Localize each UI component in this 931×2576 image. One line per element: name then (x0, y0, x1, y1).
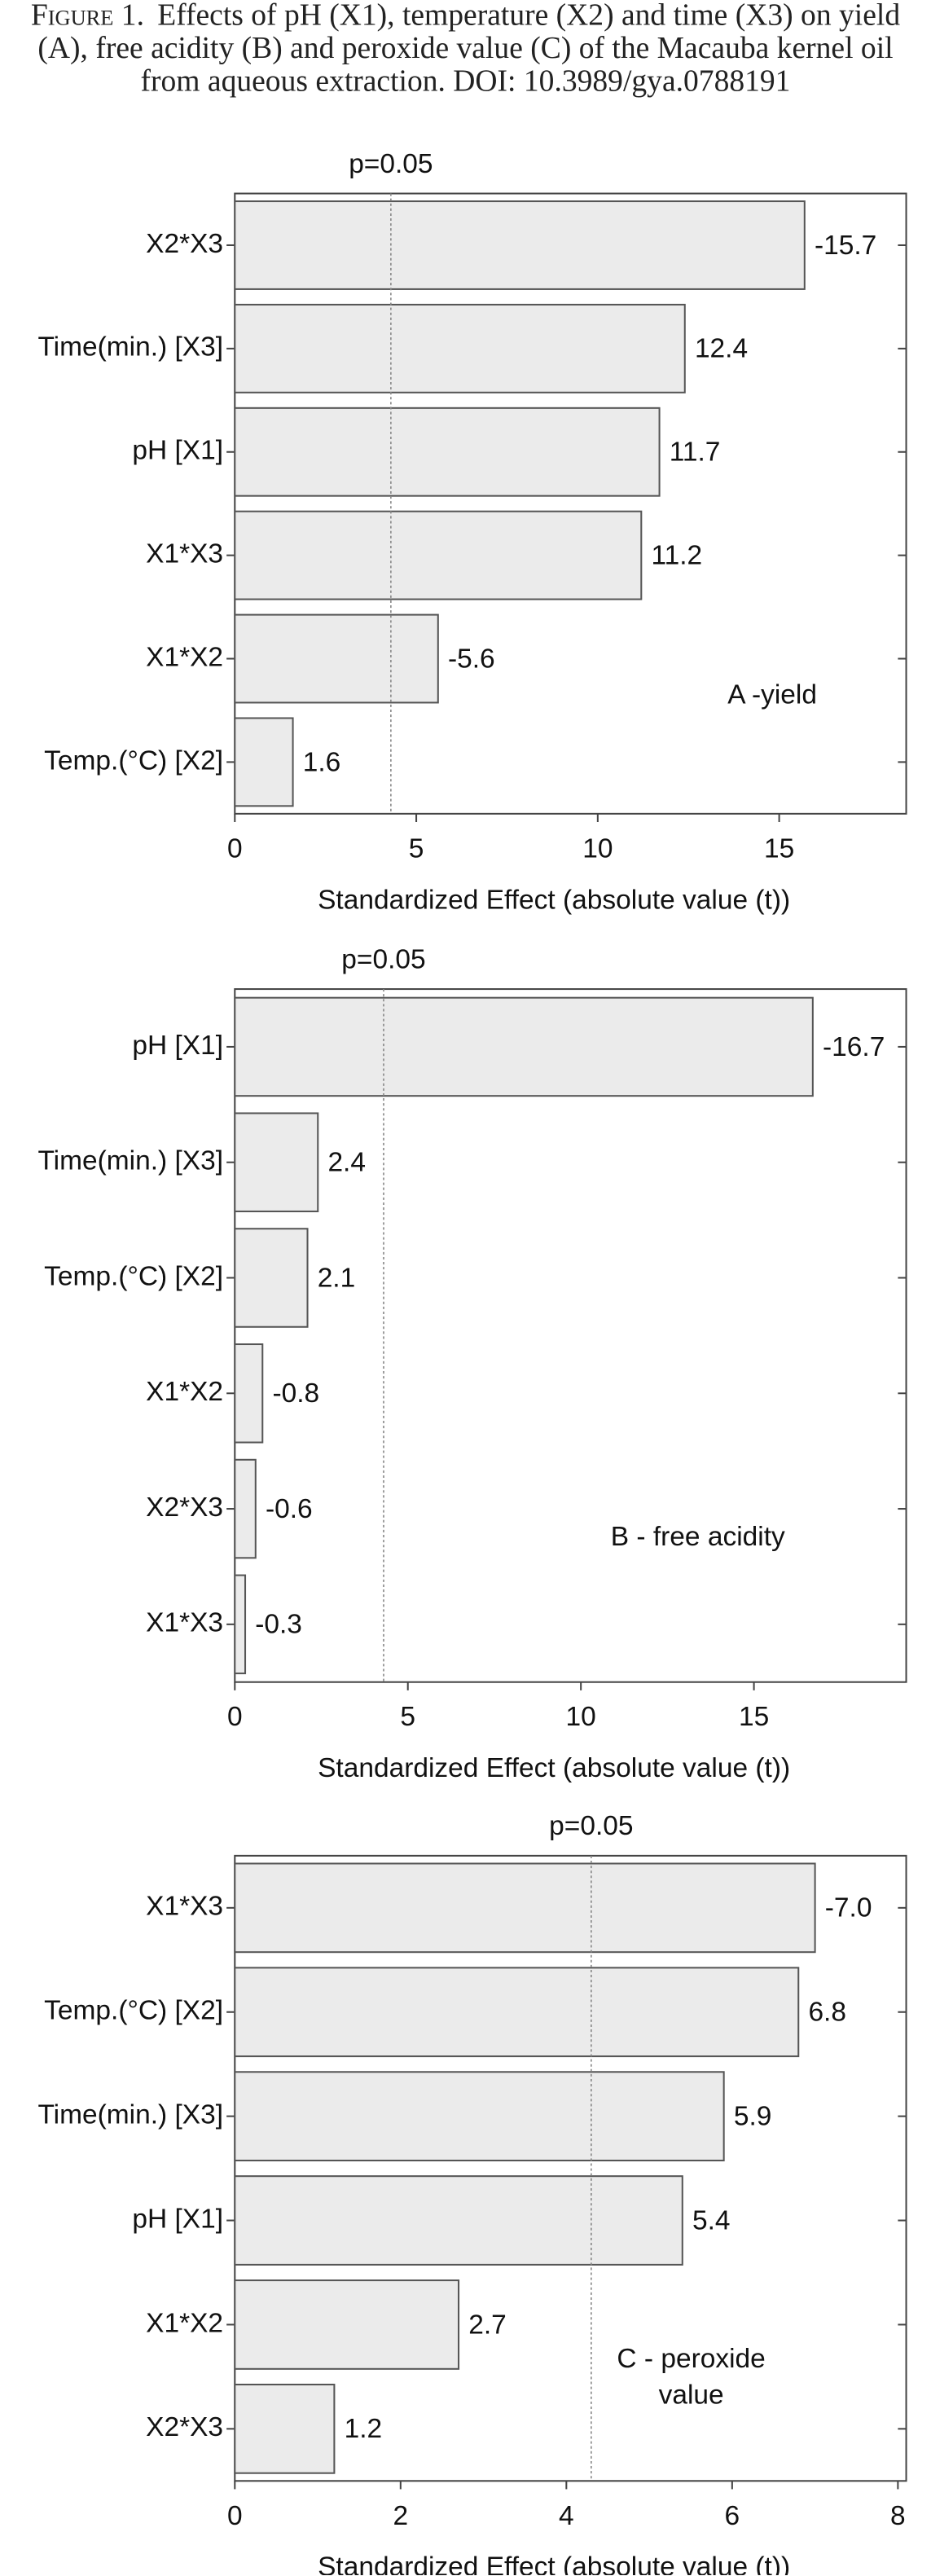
plot-frame (234, 192, 907, 815)
x-axis-label: Standardized Effect (absolute value (t)) (318, 1753, 790, 1783)
plot-frame (234, 988, 907, 1683)
bar (234, 2071, 725, 2162)
bar (234, 407, 661, 497)
bar (234, 1343, 264, 1444)
y-tick-label: pH [X1] (132, 436, 223, 466)
bar (234, 1228, 309, 1328)
annotation: C - peroxide (617, 2344, 765, 2374)
x-tick-label: 8 (890, 2501, 906, 2531)
value-label: 6.8 (808, 1998, 846, 2028)
plot-frame (234, 1854, 907, 2482)
value-label: 5.4 (692, 2205, 731, 2235)
value-label: 12.4 (695, 334, 748, 364)
y-tick-label: X1*X2 (146, 2308, 223, 2338)
x-tick-label: 10 (566, 1702, 596, 1732)
y-tick-label: Temp.(°C) [X2] (44, 745, 223, 776)
reference-label: p=0.05 (349, 149, 433, 179)
x-tick-label: 0 (227, 833, 243, 864)
y-tick-label: X2*X3 (146, 2412, 223, 2442)
x-tick-label: 15 (739, 1702, 769, 1732)
value-label: 2.7 (468, 2310, 507, 2340)
y-tick-label: X1*X2 (146, 642, 223, 672)
value-label: 5.9 (734, 2102, 772, 2132)
bar (234, 2383, 336, 2474)
y-tick-label: Time(min.) [X3] (37, 1146, 223, 1176)
bar (234, 2175, 683, 2266)
y-tick-label: Temp.(°C) [X2] (44, 1261, 223, 1291)
y-tick-label: X1*X3 (146, 538, 223, 569)
y-tick-label: X1*X3 (146, 1608, 223, 1638)
value-label: 1.6 (303, 747, 341, 777)
figure-label: Figure 1. (30, 0, 144, 33)
value-label: -16.7 (823, 1032, 885, 1062)
y-tick-label: Time(min.) [X3] (37, 332, 223, 363)
bar (234, 613, 439, 704)
y-tick-label: X1*X3 (146, 1892, 223, 1922)
bar (234, 1574, 247, 1675)
x-tick-label: 15 (764, 833, 794, 864)
bar (234, 303, 686, 393)
x-tick-label: 0 (227, 1702, 243, 1732)
y-tick-label: pH [X1] (132, 2204, 223, 2234)
value-label: 11.2 (651, 541, 702, 571)
y-tick-label: X2*X3 (146, 1492, 223, 1523)
bar (234, 1112, 319, 1212)
y-tick-label: pH [X1] (132, 1031, 223, 1061)
bar (234, 200, 806, 290)
y-tick-label: X1*X2 (146, 1377, 223, 1407)
value-label: 1.2 (345, 2414, 383, 2444)
value-label: 2.1 (318, 1263, 356, 1293)
x-tick-label: 2 (393, 2501, 408, 2531)
bar (234, 510, 643, 600)
reference-label: p=0.05 (549, 1811, 633, 1841)
value-label: -7.0 (825, 1893, 872, 1923)
value-label: -5.6 (448, 644, 495, 674)
x-tick-label: 10 (582, 833, 613, 864)
bar (234, 717, 294, 807)
reference-label: p=0.05 (341, 944, 425, 974)
caption-block: Figure 1. Effects of pH (X1), temperature… (10, 0, 921, 99)
value-label: -15.7 (815, 231, 876, 261)
annotation: value (659, 2380, 724, 2411)
value-label: -0.3 (255, 1610, 302, 1640)
x-axis-label: Standardized Effect (absolute value (t)) (318, 2552, 790, 2575)
y-tick-label: Time(min.) [X3] (37, 2099, 223, 2130)
bar (234, 1458, 257, 1559)
x-tick-label: 6 (725, 2501, 740, 2531)
bar (234, 2279, 460, 2370)
bar (234, 996, 814, 1097)
caption: Effects of pH (X1), temperature (X2) and… (37, 0, 901, 99)
value-label: 11.7 (670, 437, 721, 468)
annotation: B - free acidity (611, 1522, 785, 1552)
bar (234, 1967, 800, 2058)
y-tick-label: Temp.(°C) [X2] (44, 1996, 223, 2026)
value-label: -0.6 (266, 1494, 313, 1524)
annotation: A -yield (727, 680, 817, 710)
bar (234, 1862, 816, 1954)
y-tick-label: X2*X3 (146, 229, 223, 259)
x-tick-label: 0 (227, 2501, 243, 2531)
x-tick-label: 5 (409, 833, 424, 864)
x-tick-label: 4 (559, 2501, 574, 2531)
value-label: 2.4 (327, 1148, 366, 1178)
x-tick-label: 5 (400, 1702, 415, 1732)
x-axis-label: Standardized Effect (absolute value (t)) (318, 885, 790, 915)
value-label: -0.8 (272, 1378, 319, 1409)
